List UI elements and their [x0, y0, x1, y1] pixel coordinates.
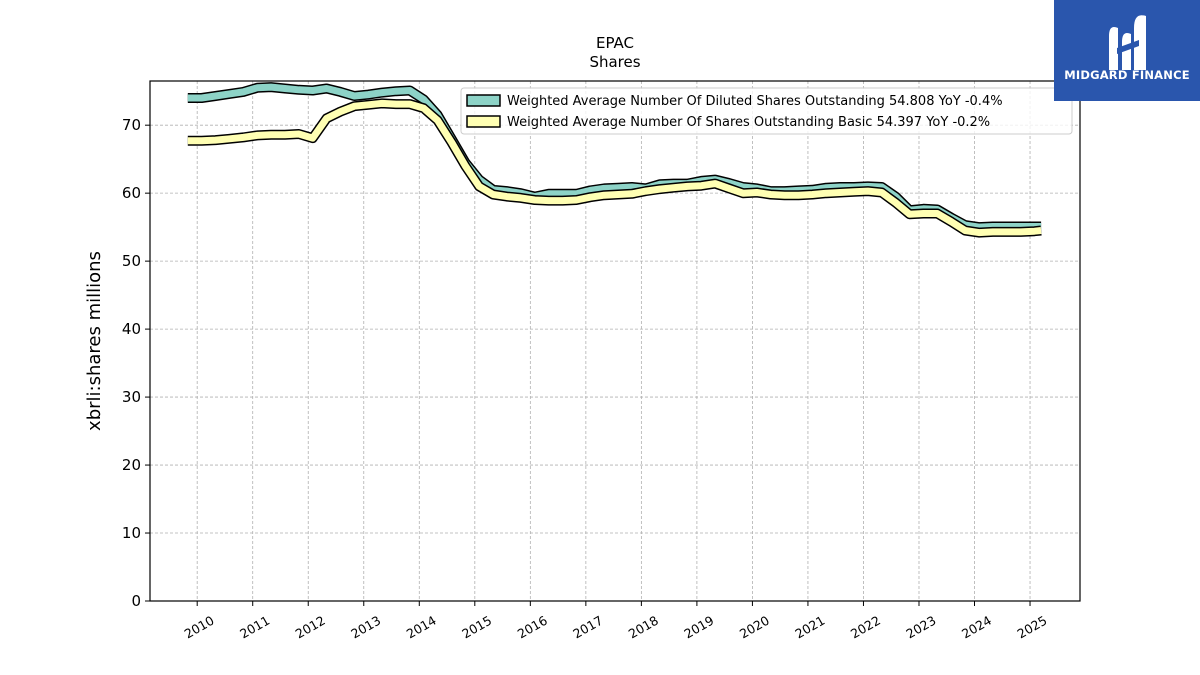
x-tick-label: 2021	[792, 613, 827, 642]
legend-swatch	[466, 94, 501, 107]
y-tick-label: 10	[122, 524, 141, 542]
x-tick-label: 2022	[848, 613, 883, 642]
x-tick-label: 2024	[959, 613, 994, 642]
y-tick-label: 30	[122, 388, 141, 406]
x-tick-label: 2020	[737, 613, 772, 642]
brand-logo: MIDGARD FINANCE	[1054, 0, 1200, 101]
x-tick-label: 2014	[404, 613, 439, 642]
y-tick-label: 50	[122, 252, 141, 270]
chart-subtitle: Shares	[589, 53, 640, 71]
x-tick-label: 2010	[182, 613, 217, 642]
x-tick-label: 2025	[1014, 613, 1049, 642]
legend: Weighted Average Number Of Diluted Share…	[460, 87, 1073, 135]
y-tick-label: 40	[122, 320, 141, 338]
y-tick-label: 60	[122, 184, 141, 202]
y-axis: 0 10 20 30 40 50 60 70	[122, 116, 150, 610]
legend-frame	[460, 87, 1073, 135]
brand-name: MIDGARD FINANCE	[1064, 68, 1190, 82]
gridlines	[150, 81, 1080, 602]
x-tick-label: 2016	[515, 613, 550, 642]
y-tick-label: 20	[122, 456, 141, 474]
legend-swatch	[466, 115, 501, 128]
x-tick-label: 2019	[681, 613, 716, 642]
series-line	[187, 99, 1042, 237]
x-tick-label: 2023	[903, 613, 938, 642]
x-tick-label: 2015	[459, 613, 494, 642]
x-tick-label: 2012	[293, 613, 328, 642]
series-bands	[187, 82, 1042, 238]
x-axis: 2010 2011 2012 2013 2014 2015 2016 2017 2018 2019…	[182, 601, 1050, 642]
x-tick-label: 2013	[348, 613, 383, 642]
x-tick-label: 2018	[626, 613, 661, 642]
chart-title: EPAC	[596, 34, 634, 52]
legend-label: Weighted Average Number Of Shares Outsta…	[507, 115, 990, 130]
x-tick-label: 2017	[570, 613, 605, 642]
y-axis-label: xbrli:shares millions	[84, 251, 105, 431]
y-tick-label: 0	[131, 592, 141, 610]
brand-mark-icon	[1109, 15, 1146, 70]
legend-label: Weighted Average Number Of Diluted Share…	[507, 94, 1003, 109]
y-tick-label: 70	[122, 116, 141, 134]
plot-frame	[149, 80, 1081, 602]
x-tick-label: 2011	[237, 613, 272, 642]
